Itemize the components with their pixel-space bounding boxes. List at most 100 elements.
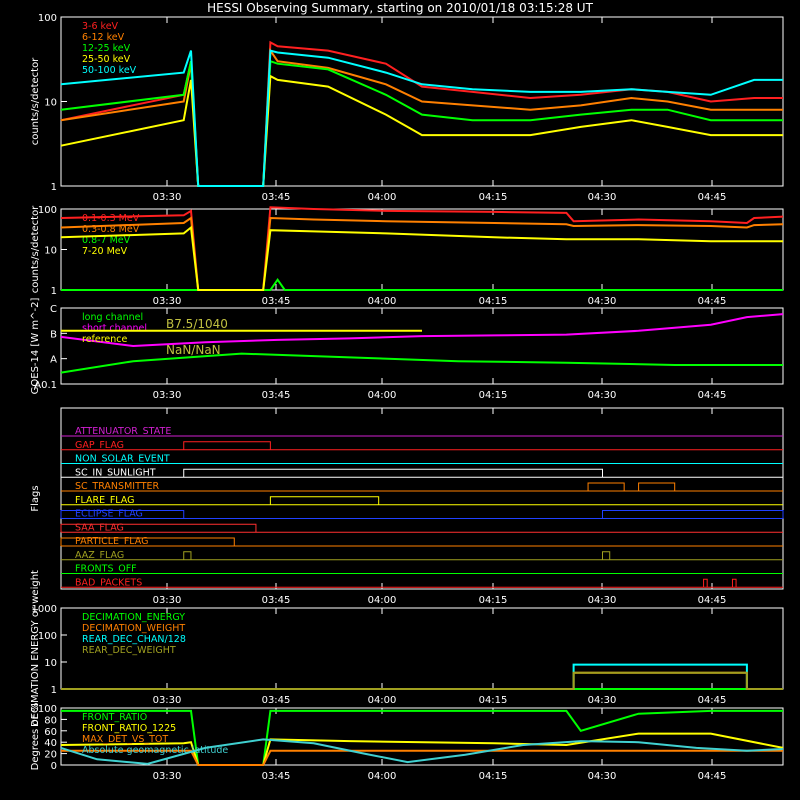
count-rates-low-panel: 03:30 03:45 04:00 04:15 04:30 04:45 counts/s/d… <box>30 13 784 203</box>
flag-on-segment <box>587 482 625 491</box>
legend-entry: 0.3-0.8 MeV <box>82 224 140 235</box>
x-tick-label: 04:15 <box>479 595 508 606</box>
legend-entry: Absolute geomagnetic latitude <box>82 745 228 756</box>
x-tick-label: 04:00 <box>368 595 397 606</box>
x-tick-label: 04:45 <box>698 296 727 307</box>
series-line-short-channel <box>60 313 784 348</box>
x-tick-label: 04:15 <box>479 771 508 782</box>
legend-entry: 3-6 keV <box>82 21 119 32</box>
x-tick-label: 03:45 <box>262 390 291 401</box>
x-tick-label: 04:00 <box>368 771 397 782</box>
x-tick-label: 03:45 <box>262 771 291 782</box>
x-tick-label: 04:00 <box>368 695 397 706</box>
x-tick-label: 04:15 <box>479 296 508 307</box>
y-tick-label: A <box>50 355 57 366</box>
x-tick-label: 04:00 <box>368 296 397 307</box>
legend-entry: FRONT_RATIO_1225 <box>82 723 176 734</box>
annotation: B7.5/1040 <box>166 317 228 331</box>
decimation-panel: 03:30 03:45 04:00 04:15 04:30 04:45 DECIMATION… <box>30 570 784 727</box>
flag-on-segment <box>731 578 737 588</box>
series-line-absolute-geomagnetic-latitude <box>60 738 784 765</box>
flag-label: BAD_PACKETS <box>75 577 142 588</box>
y-tick-label: 100 <box>38 631 57 642</box>
x-tick-label: 03:30 <box>153 296 182 307</box>
y-axis-label: Degrees or % <box>30 703 41 771</box>
series-line-rear-dec-weight <box>61 671 783 690</box>
x-tick-label: 04:30 <box>588 192 617 203</box>
legend-entry: REAR_DEC_WEIGHT <box>82 645 176 656</box>
flags-panel: 03:30 03:45 04:00 04:15 04:30 04:45 Flags ATTEN… <box>30 407 784 606</box>
legend-entry: long channel <box>82 312 143 323</box>
y-tick-label: 0 <box>51 761 57 772</box>
legend-entry: 0.8-7 MeV <box>82 235 131 246</box>
x-tick-label: 04:45 <box>698 771 727 782</box>
legend-entry: 12-25 keV <box>82 43 131 54</box>
y-tick-label: 1 <box>51 685 57 696</box>
flag-label: ATTENUATOR_STATE <box>75 426 171 437</box>
x-tick-label: 04:00 <box>368 192 397 203</box>
series-line-7-20-mev <box>60 225 783 291</box>
y-tick-label: 10 <box>44 658 57 669</box>
x-tick-label: 04:45 <box>698 595 727 606</box>
series-line-50-100-kev <box>60 49 783 187</box>
y-axis-label: Flags <box>30 485 41 511</box>
ratios-panel: 03:30 03:45 04:00 04:15 04:30 04:45 Degrees or… <box>30 703 784 782</box>
y-tick-label: B <box>50 329 57 340</box>
x-tick-label: 03:30 <box>153 771 182 782</box>
x-tick-label: 04:15 <box>479 192 508 203</box>
count-rates-high-panel: 03:30 03:45 04:00 04:15 04:30 04:45 counts/s/d… <box>30 205 784 307</box>
x-tick-label: 03:30 <box>153 595 182 606</box>
y-tick-label: 80 <box>44 715 57 726</box>
y-axis-label: counts/s/detector <box>30 57 41 145</box>
x-tick-label: 04:45 <box>698 695 727 706</box>
series-line-front-ratio <box>61 709 783 766</box>
flag-on-segment <box>183 468 603 478</box>
flag-on-segment <box>60 537 235 546</box>
goes-flux-panel: 03:30 03:45 04:00 04:15 04:30 04:45 GOES-14 [W… <box>30 298 784 401</box>
series-line-6-12-kev <box>60 47 783 187</box>
x-tick-label: 04:30 <box>588 771 617 782</box>
y-tick-label: 60 <box>44 727 57 738</box>
flag-on-segment <box>269 496 380 505</box>
x-tick-label: 04:30 <box>588 595 617 606</box>
goes-flux-frame <box>60 307 784 385</box>
legend-entry: 0.1-0.3 MeV <box>82 213 140 224</box>
ratios-frame <box>60 707 784 766</box>
series-line-0-1-0-3-mev <box>60 206 784 291</box>
flag-on-segment <box>183 551 192 560</box>
flag-label: SC_TRANSMITTER <box>75 481 160 492</box>
series-line-0-8-7-mev <box>61 277 783 291</box>
y-axis-label: DECIMATION ENERGY or weight <box>30 570 41 727</box>
plot-title: HESSI Observing Summary, starting on 201… <box>207 1 593 15</box>
flag-on-segment <box>703 578 708 588</box>
x-tick-label: 04:30 <box>588 296 617 307</box>
y-axis-label: GOES-14 [W m^-2] <box>30 298 41 395</box>
flag-label: SC_IN_SUNLIGHT <box>75 467 156 478</box>
flag-label: GAP_FLAG <box>75 440 124 451</box>
y-tick-label: 100 <box>38 704 57 715</box>
y-tick-label: 1 <box>51 286 57 297</box>
legend-entry: 50-100 keV <box>82 65 137 76</box>
y-tick-label: A0.1 <box>34 380 57 391</box>
y-tick-label: 10 <box>44 98 57 109</box>
flag-on-segment <box>638 482 676 491</box>
series-line-0-3-0-8-mev <box>60 216 784 291</box>
y-tick-label: C <box>50 304 57 315</box>
series-line-decimation-weight <box>61 671 783 690</box>
legend-entry: 25-50 keV <box>82 54 131 65</box>
legend-entry: FRONT_RATIO <box>82 712 147 723</box>
flag-label: SAA_FLAG <box>75 522 124 533</box>
legend-entry: REAR_DEC_CHAN/128 <box>82 634 186 645</box>
legend-entry: reference <box>82 334 128 345</box>
x-tick-label: 04:00 <box>368 390 397 401</box>
y-axis-label: counts/s/detector <box>30 205 41 293</box>
x-tick-label: 04:30 <box>588 390 617 401</box>
legend-entry: 6-12 keV <box>82 32 125 43</box>
y-tick-label: 1000 <box>32 604 57 615</box>
flag-label: NON_SOLAR_EVENT <box>75 454 170 465</box>
y-tick-label: 1 <box>51 182 57 193</box>
y-tick-label: 100 <box>38 13 57 24</box>
flag-label: PARTICLE_FLAG <box>75 536 148 547</box>
